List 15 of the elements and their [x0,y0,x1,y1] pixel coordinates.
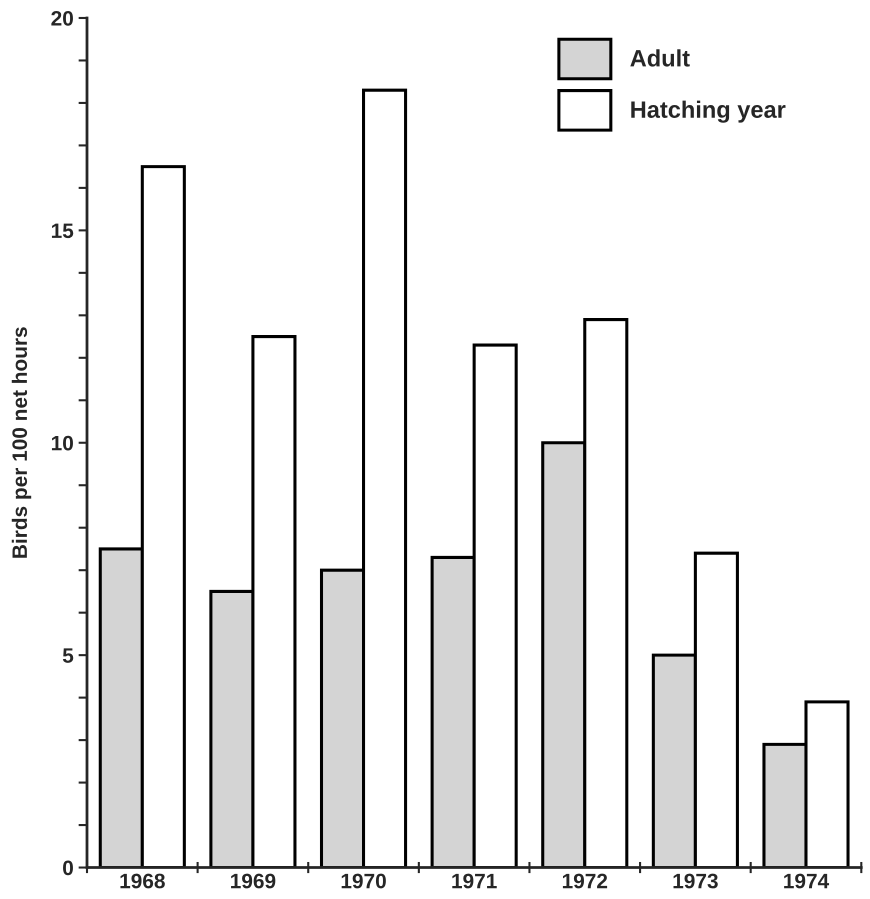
x-tick-label: 1970 [342,874,386,888]
x-tick-label: 1972 [562,874,608,888]
x-tick-label: 1968 [120,874,165,888]
x-tick-label: 1973 [674,874,718,888]
x-tick-label: 1971 [452,874,497,888]
y-tick-label: 15 [52,224,74,238]
legend-label: Hatching year [631,100,786,123]
legend-label: Adult [630,49,690,67]
y-axis-title: Birds per 100 net hours [12,327,32,558]
y-tick-label: 0 [63,860,73,876]
y-tick-label: 10 [52,436,73,451]
y-tick-label: 5 [62,648,74,663]
x-tick-label: 1974 [784,874,830,888]
x-tick-label: 1969 [231,874,276,888]
y-tick-label: 20 [51,10,73,26]
